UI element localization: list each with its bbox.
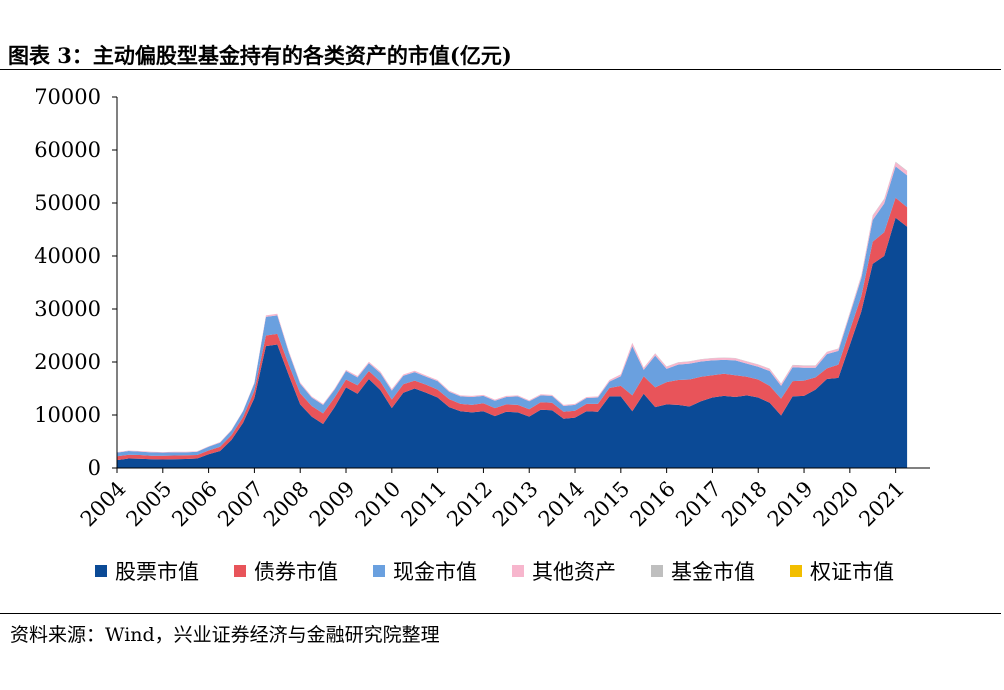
legend-swatch bbox=[234, 565, 246, 577]
x-tick-label: 2020 bbox=[809, 477, 864, 532]
x-tick-label: 2013 bbox=[488, 477, 543, 532]
legend-label: 其他资产 bbox=[532, 560, 616, 584]
legend-item-0: 股票市值 bbox=[95, 556, 234, 586]
chart-legend: 股票市值 债券市值 现金市值 其他资产 基金市值 权证市值 bbox=[95, 556, 929, 586]
x-tick-label: 2021 bbox=[854, 477, 909, 532]
y-tick-label: 50000 bbox=[34, 191, 101, 215]
legend-swatch bbox=[790, 565, 802, 577]
y-tick-label: 20000 bbox=[34, 350, 101, 374]
legend-swatch bbox=[512, 565, 524, 577]
area-series-0 bbox=[117, 217, 908, 468]
x-tick-label: 2008 bbox=[259, 477, 314, 532]
legend-label: 基金市值 bbox=[671, 560, 755, 584]
x-tick-label: 2009 bbox=[305, 477, 360, 532]
x-tick-label: 2019 bbox=[763, 477, 818, 532]
area-series-1 bbox=[117, 197, 908, 461]
y-tick-label: 60000 bbox=[34, 138, 101, 162]
legend-item-3: 其他资产 bbox=[512, 556, 651, 586]
legend-item-2: 现金市值 bbox=[373, 556, 512, 586]
x-tick-label: 2010 bbox=[351, 477, 406, 532]
y-tick-label: 10000 bbox=[34, 403, 101, 427]
y-tick-label: 0 bbox=[88, 456, 101, 480]
legend-item-5: 权证市值 bbox=[790, 556, 929, 586]
x-tick-label: 2007 bbox=[213, 477, 268, 532]
x-tick-label: 2011 bbox=[396, 477, 451, 532]
y-tick-label: 30000 bbox=[34, 297, 101, 321]
legend-swatch bbox=[651, 565, 663, 577]
legend-label: 现金市值 bbox=[393, 560, 477, 584]
y-tick-label: 70000 bbox=[34, 85, 101, 109]
legend-label: 股票市值 bbox=[115, 560, 199, 584]
x-tick-label: 2005 bbox=[122, 477, 177, 532]
y-tick-label: 40000 bbox=[34, 244, 101, 268]
legend-item-1: 债券市值 bbox=[234, 556, 373, 586]
x-tick-label: 2018 bbox=[717, 477, 772, 532]
source-note: 资料来源：Wind，兴业证券经济与金融研究院整理 bbox=[10, 624, 440, 646]
x-tick-label: 2016 bbox=[625, 477, 680, 532]
legend-label: 权证市值 bbox=[810, 560, 894, 584]
x-tick-label: 2012 bbox=[442, 477, 497, 532]
legend-label: 债券市值 bbox=[254, 560, 338, 584]
x-tick-label: 2014 bbox=[534, 477, 589, 532]
area-series-2 bbox=[117, 166, 908, 457]
x-tick-label: 2004 bbox=[76, 477, 131, 532]
x-tick-label: 2006 bbox=[167, 477, 222, 532]
legend-item-4: 基金市值 bbox=[651, 556, 790, 586]
x-tick-label: 2017 bbox=[671, 477, 726, 532]
chart-title: 图表 3：主动偏股型基金持有的各类资产的市值(亿元) bbox=[8, 43, 512, 68]
legend-swatch bbox=[95, 565, 107, 577]
legend-swatch bbox=[373, 565, 385, 577]
source-divider bbox=[0, 613, 1001, 614]
title-divider bbox=[0, 69, 1001, 70]
x-tick-label: 2015 bbox=[580, 477, 635, 532]
